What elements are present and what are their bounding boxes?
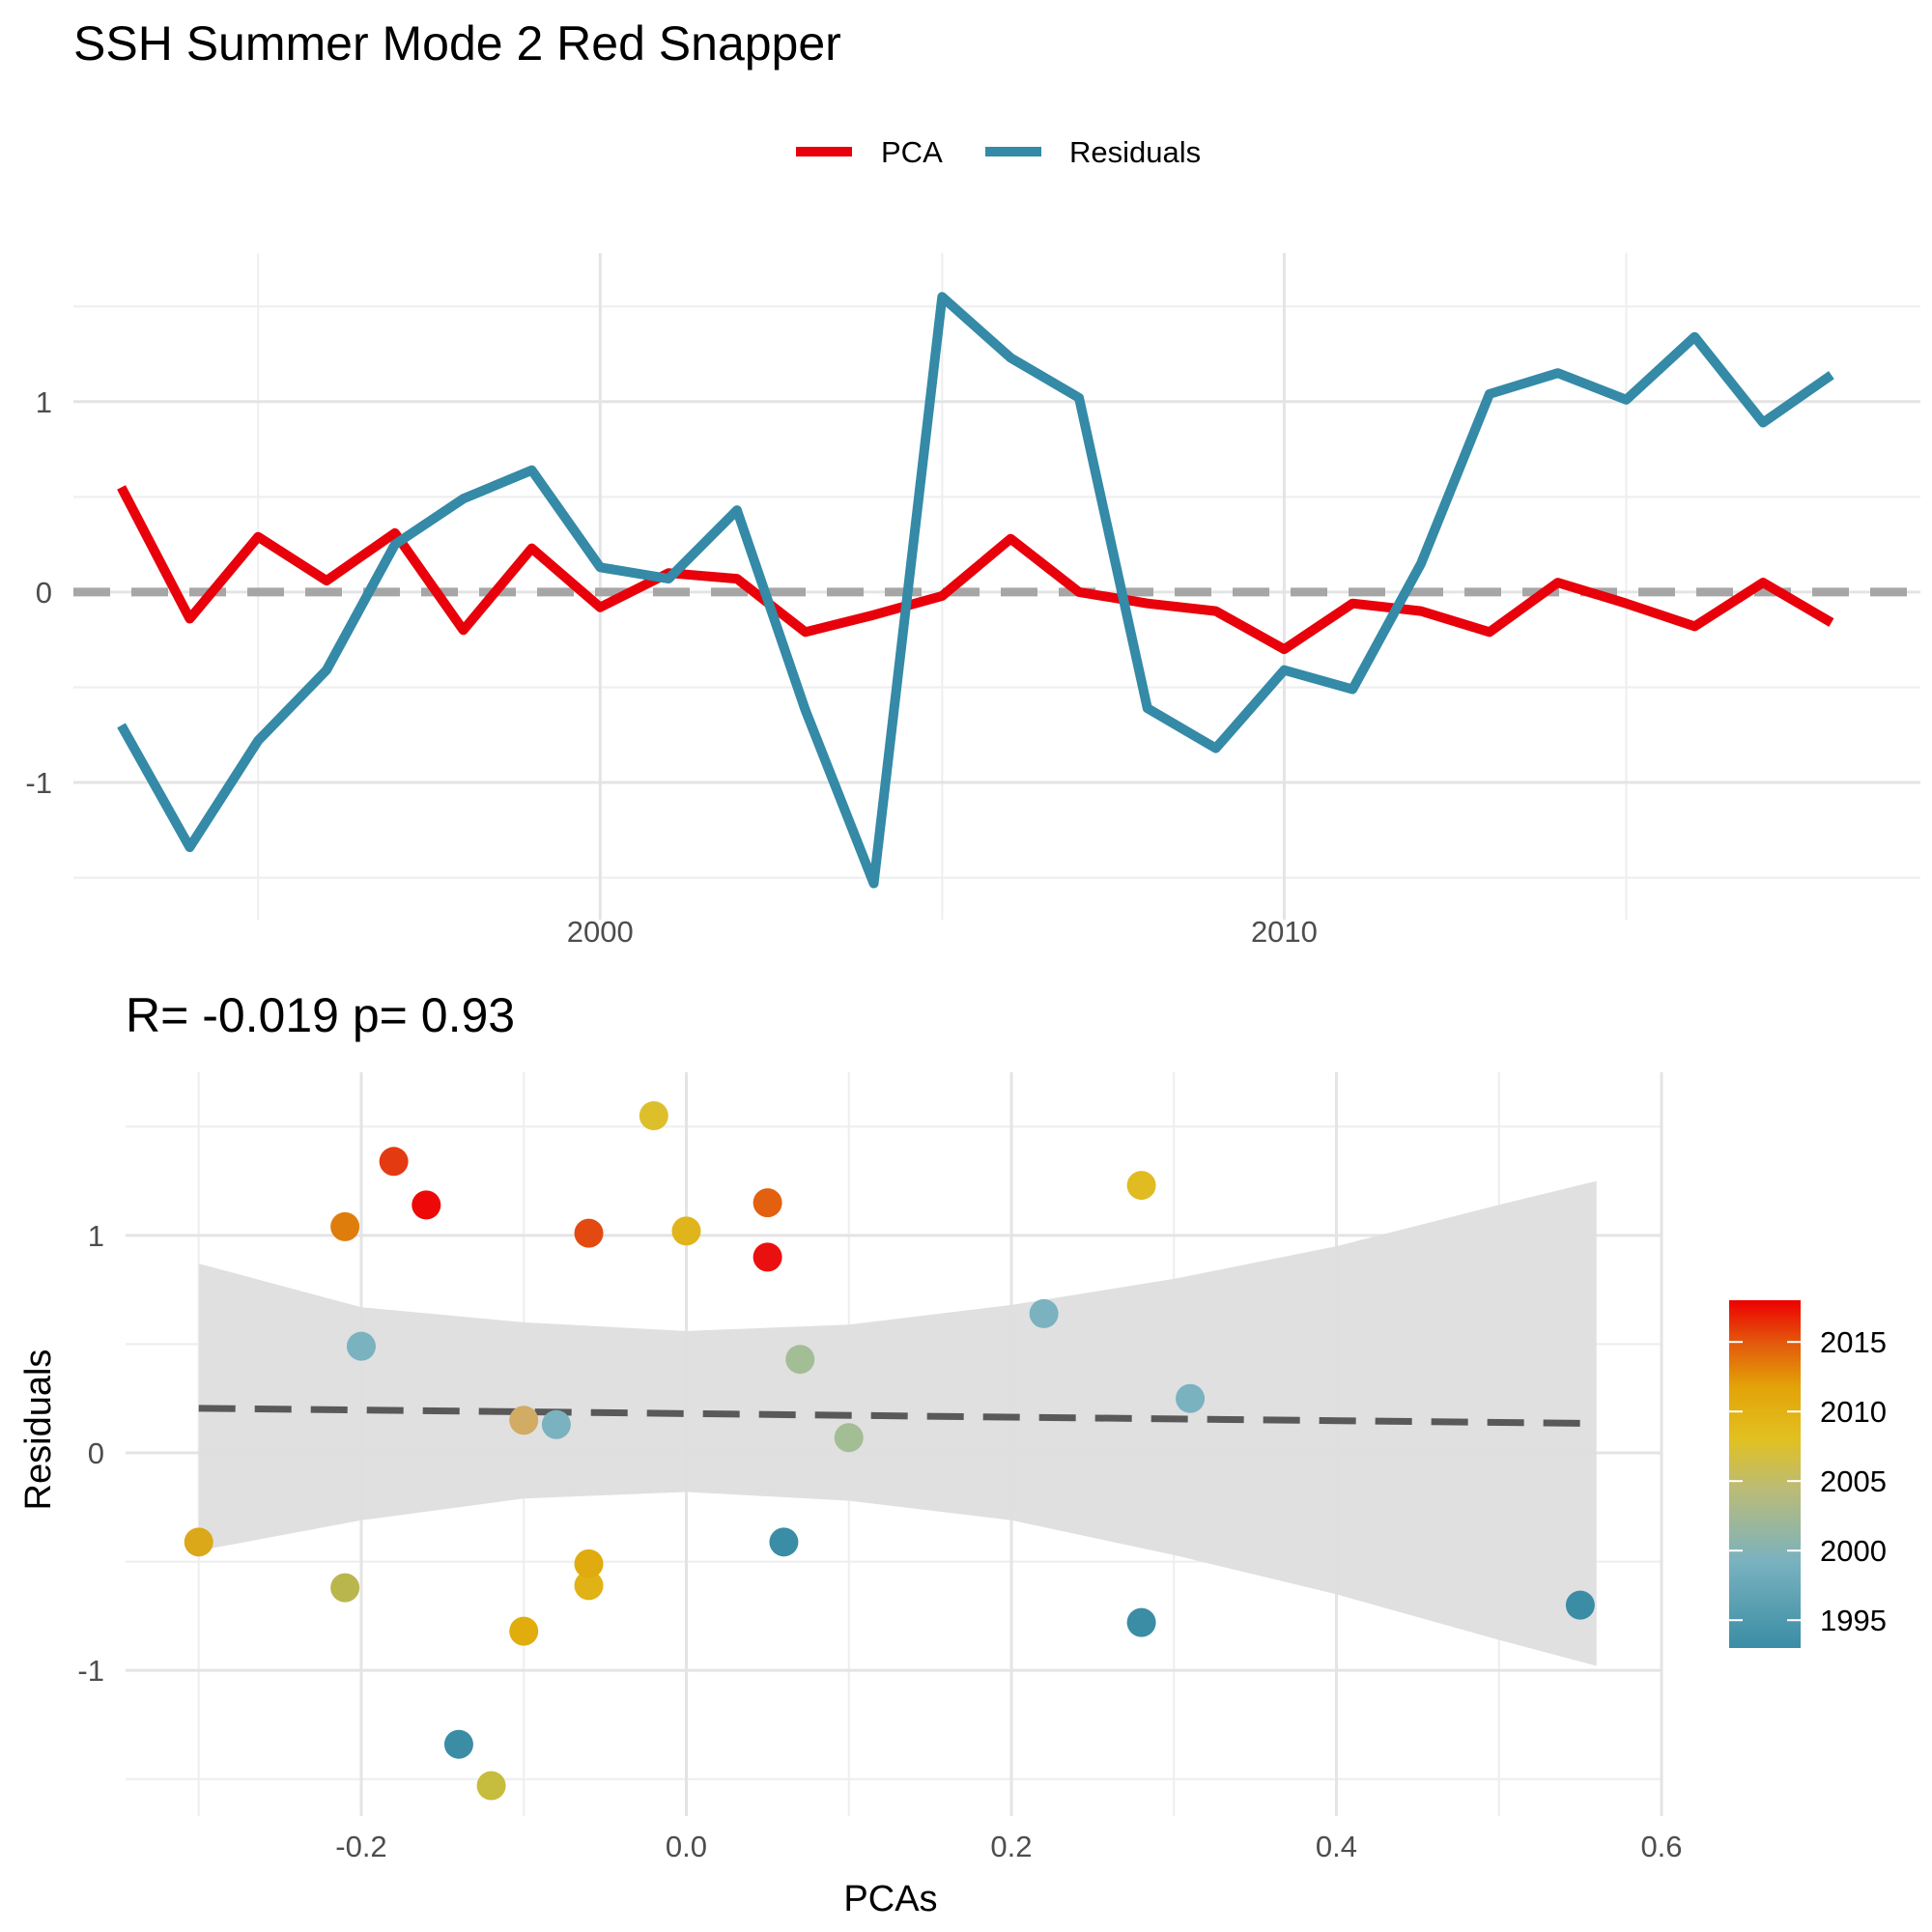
x-tick-label: 0.0 (666, 1830, 707, 1863)
colorbar-legend: 1995 2000 2005 2010 2015 (1729, 1300, 1887, 1648)
legend-pca-label: PCA (881, 135, 943, 169)
scatter-point-2002 (785, 1345, 815, 1375)
scatter-point-2017 (753, 1242, 782, 1272)
scatter-point-2015 (574, 1218, 604, 1248)
x-axis-title: PCAs (843, 1879, 937, 1919)
x-tick-label: 0.6 (1640, 1830, 1682, 1863)
scatter-point-1998 (346, 1331, 376, 1361)
scatter-point-2005 (639, 1101, 668, 1131)
figure-title: SSH Summer Mode 2 Red Snapper (73, 16, 841, 71)
correlation-subtitle: R= -0.019 p= 0.93 (126, 988, 515, 1042)
scatter-point-2006 (1126, 1171, 1156, 1201)
scatter-point-1994 (443, 1729, 473, 1759)
time-series-panel: -1 0 1 2000 2010 (25, 253, 1920, 949)
scatter-point-2008 (574, 1571, 604, 1601)
x-tick-label: 0.2 (990, 1830, 1032, 1863)
scatter-point-1996 (769, 1527, 799, 1557)
x-tick-label: 2010 (1251, 915, 1318, 949)
scatter-point-1993 (1565, 1590, 1595, 1620)
colorbar-tick-label: 2005 (1820, 1464, 1887, 1498)
scatter-point-2000 (541, 1409, 571, 1439)
colorbar-tick-label: 2015 (1820, 1325, 1887, 1359)
x-tick-label: -0.2 (335, 1830, 386, 1863)
y-tick-label: 1 (88, 1219, 104, 1253)
y-tick-label: -1 (77, 1654, 104, 1688)
scatter-point-2014 (753, 1188, 782, 1218)
scatter-point-2016 (379, 1147, 409, 1177)
scatter-point-2011 (574, 1548, 604, 1578)
y-tick-label: 0 (36, 576, 52, 610)
scatter-point-2009 (509, 1616, 539, 1646)
y-tick-label: 1 (36, 385, 52, 419)
scatter-point-2018 (412, 1190, 441, 1220)
colorbar-tick-label: 2000 (1820, 1534, 1887, 1568)
scatter-point-1995 (1126, 1607, 1156, 1637)
scatter-point-2010 (184, 1527, 213, 1557)
colorbar-gradient (1729, 1300, 1801, 1648)
series-line-pca (117, 485, 1834, 655)
y-tick-label: 0 (88, 1436, 104, 1470)
scatter-point-2013 (330, 1211, 360, 1241)
y-axis-title: Residuals (18, 1350, 59, 1511)
scatter-point-2007 (671, 1216, 701, 1246)
x-tick-label: 2000 (567, 915, 634, 949)
scatter-point-2012 (509, 1406, 539, 1435)
colorbar-tick-label: 1995 (1820, 1604, 1887, 1637)
series-line-residuals (117, 292, 1834, 889)
scatter-panel: -0.2 0.0 0.2 0.4 0.6 -1 0 1 (77, 1072, 1683, 1863)
scatter-point-2003 (330, 1573, 360, 1603)
scatter-point-1999 (1029, 1298, 1059, 1328)
scatter-point-1997 (1176, 1383, 1206, 1413)
regression-line (198, 1405, 1597, 1428)
confidence-band (198, 1180, 1597, 1666)
scatter-point-2004 (476, 1771, 506, 1801)
legend-residuals-label: Residuals (1069, 135, 1201, 169)
scatter-point-2001 (834, 1423, 864, 1453)
y-tick-label: -1 (25, 766, 52, 800)
x-tick-label: 0.4 (1316, 1830, 1357, 1863)
colorbar-tick-label: 2010 (1820, 1395, 1887, 1429)
top-legend: PCA Residuals (796, 135, 1201, 169)
